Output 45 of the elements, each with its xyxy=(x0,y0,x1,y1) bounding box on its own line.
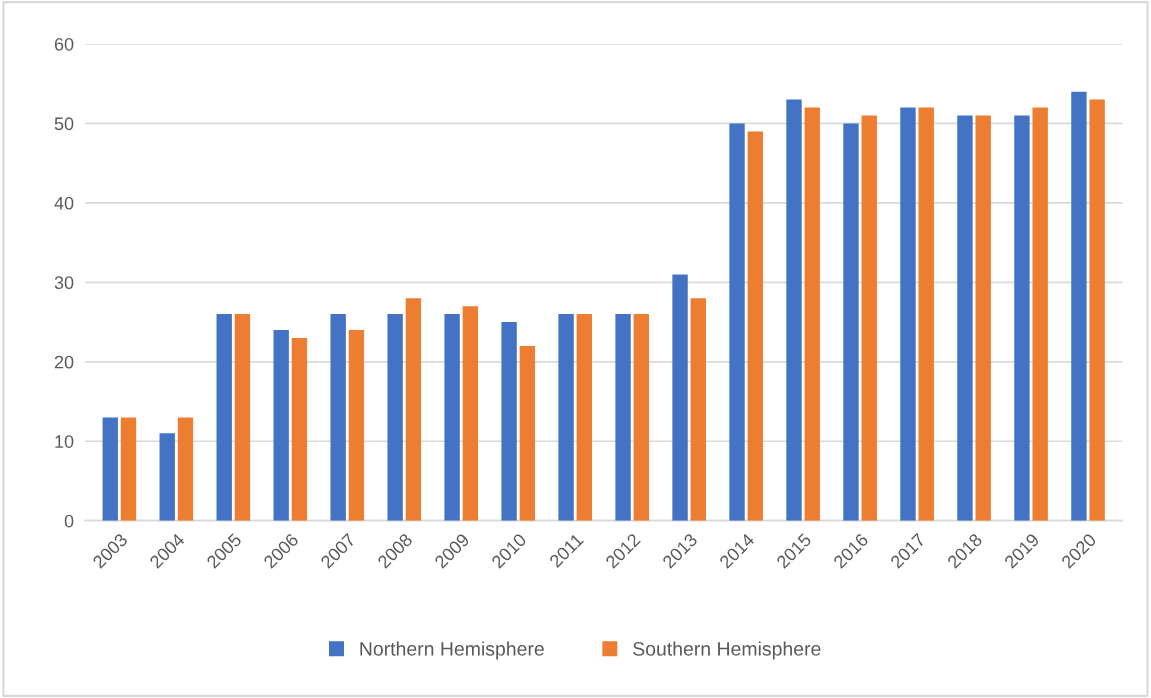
bar xyxy=(633,314,649,521)
bar xyxy=(576,314,593,521)
bar xyxy=(900,107,916,521)
bar xyxy=(120,417,137,521)
bar xyxy=(747,131,763,521)
bar xyxy=(1014,115,1030,521)
bar xyxy=(519,345,536,521)
y-tick-label: 10 xyxy=(55,435,74,448)
bar xyxy=(672,274,688,521)
bar xyxy=(444,314,460,521)
bar xyxy=(729,123,745,521)
bar xyxy=(462,306,479,521)
y-tick-label: 40 xyxy=(54,196,74,210)
bar xyxy=(957,115,973,521)
bar xyxy=(234,314,251,521)
bar xyxy=(1071,91,1087,521)
bar xyxy=(387,314,403,521)
legend-label: Southern Hemisphere xyxy=(633,641,821,660)
bar xyxy=(1032,107,1048,521)
bar xyxy=(975,115,991,521)
legend-label: Northern Hemisphere xyxy=(360,641,544,660)
bar xyxy=(405,298,422,521)
bar xyxy=(786,99,802,521)
bar xyxy=(102,417,118,521)
bar xyxy=(690,298,706,521)
bar xyxy=(330,314,346,521)
y-tick-label: 0 xyxy=(64,514,74,528)
bar xyxy=(1089,99,1105,521)
bar xyxy=(843,123,859,521)
bar xyxy=(861,115,877,521)
bar xyxy=(501,322,517,521)
bar xyxy=(273,330,289,521)
bar xyxy=(291,337,308,521)
bar xyxy=(348,330,365,521)
bar xyxy=(159,433,175,521)
y-tick-label: 30 xyxy=(54,276,74,290)
bar xyxy=(216,314,232,521)
bar xyxy=(558,314,574,521)
bar xyxy=(918,107,934,521)
y-tick-label: 20 xyxy=(54,355,74,369)
bar xyxy=(177,417,194,521)
y-tick-label: 60 xyxy=(54,37,74,51)
bar xyxy=(804,107,820,521)
bar xyxy=(615,314,631,521)
y-tick-label: 50 xyxy=(54,117,74,131)
